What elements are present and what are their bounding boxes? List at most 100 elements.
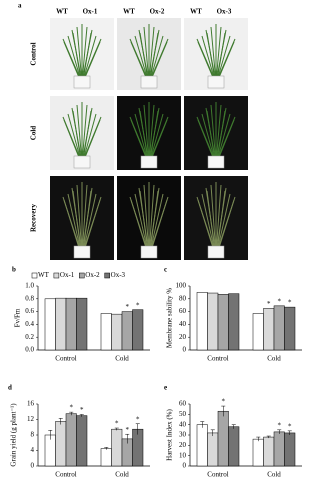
leaf	[201, 35, 215, 77]
leaf	[71, 187, 82, 247]
leaf	[150, 32, 159, 77]
leaf	[85, 41, 101, 77]
bar	[55, 297, 67, 351]
significance-mark: *	[115, 420, 119, 428]
y-tick-label: 60	[179, 307, 187, 315]
leaf	[210, 184, 216, 247]
leaf	[76, 184, 82, 247]
leaf	[150, 110, 159, 157]
leaf	[138, 187, 149, 247]
leaf	[71, 29, 82, 77]
bar	[132, 428, 144, 467]
leaf	[150, 193, 164, 247]
leaf	[85, 199, 101, 247]
leaf	[217, 193, 231, 247]
panel-letter: a	[18, 2, 22, 10]
legend-swatch	[31, 272, 38, 279]
y-tick-label: 10	[179, 451, 187, 459]
legend-swatch	[53, 272, 60, 279]
leaf	[82, 26, 88, 77]
x-tick-label: Control	[55, 355, 76, 363]
column-header: Ox-1	[83, 8, 98, 16]
y-tick-label: 0	[183, 346, 187, 354]
leaf	[196, 196, 214, 247]
column-header: Ox-3	[217, 8, 232, 16]
panel-letter: d	[8, 384, 12, 392]
leaf	[67, 113, 81, 157]
leaf	[217, 190, 226, 247]
bar	[100, 313, 112, 351]
leaf	[217, 35, 231, 77]
leaf	[82, 104, 88, 157]
leaf	[201, 113, 215, 157]
row-label: Cold	[30, 126, 38, 141]
leaf	[83, 35, 97, 77]
bar	[196, 292, 208, 351]
significance-mark: *	[80, 406, 84, 414]
significance-mark: *	[288, 299, 292, 307]
pot	[140, 245, 158, 259]
significance-mark: *	[267, 300, 271, 308]
bar	[228, 426, 240, 467]
bar	[207, 432, 219, 467]
leaf	[62, 196, 80, 247]
y-tick-label: 8	[31, 431, 35, 439]
x-tick-label: Control	[55, 471, 76, 479]
leaf	[143, 26, 149, 77]
row-label: Recovery	[30, 204, 38, 232]
y-tick-label: 0	[183, 462, 187, 470]
leaf	[217, 32, 226, 77]
leaf	[143, 104, 149, 157]
bar	[217, 410, 229, 467]
y-tick-label: 0	[31, 462, 35, 470]
pot	[140, 75, 158, 89]
leaf	[152, 41, 168, 77]
bar	[111, 428, 123, 467]
bar	[273, 305, 285, 351]
leaf	[149, 104, 155, 157]
y-tick-label: 1.0	[25, 282, 34, 290]
x-tick-label: Cold	[267, 471, 281, 479]
leaf	[196, 38, 214, 77]
leaf	[150, 113, 164, 157]
leaf	[67, 35, 81, 77]
legend-swatch	[104, 272, 110, 279]
y-tick-label: 40	[179, 320, 187, 328]
leaf	[217, 113, 231, 157]
leaf	[201, 193, 215, 247]
significance-mark: *	[278, 421, 282, 429]
leaf	[150, 35, 164, 77]
significance-mark: *	[278, 297, 282, 305]
pot	[207, 155, 225, 169]
bar	[196, 424, 208, 467]
x-tick-label: Cold	[267, 355, 281, 363]
leaf	[62, 38, 80, 77]
leaf	[83, 113, 97, 157]
panel-letter: b	[12, 266, 16, 274]
leaf	[217, 110, 226, 157]
pot	[207, 75, 225, 89]
leaf	[152, 199, 168, 247]
leaf	[149, 184, 155, 247]
legend-label: WT	[38, 271, 50, 279]
leaf	[210, 104, 216, 157]
leaf	[82, 184, 88, 247]
bar	[65, 297, 77, 351]
bar	[252, 313, 264, 351]
bar	[44, 298, 56, 351]
leaf	[129, 116, 147, 157]
y-axis-label: Fv/Fm	[14, 308, 22, 327]
row-label: Control	[30, 42, 38, 65]
significance-mark: *	[136, 415, 140, 423]
leaf	[205, 29, 216, 77]
bar	[284, 306, 296, 351]
bar	[121, 311, 133, 351]
x-tick-label: Cold	[115, 471, 129, 479]
column-header: WT	[56, 8, 68, 16]
bar	[273, 431, 285, 467]
leaf	[76, 26, 82, 77]
bar	[76, 297, 88, 351]
leaf	[150, 190, 159, 247]
bar	[217, 294, 229, 351]
